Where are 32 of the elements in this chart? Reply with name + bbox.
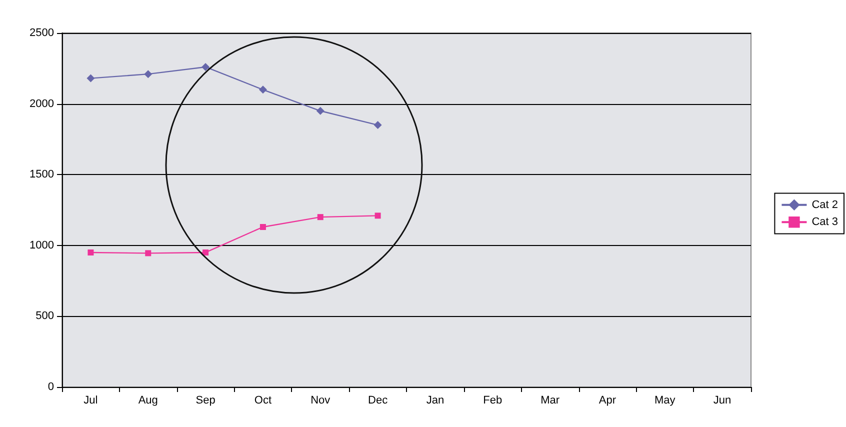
y-tick-label: 1000 <box>30 239 54 252</box>
y-tick-label: 2000 <box>30 98 54 110</box>
point <box>86 74 95 82</box>
point <box>88 249 94 256</box>
legend-label: Cat 3 <box>812 216 838 228</box>
point <box>144 70 152 78</box>
point <box>145 250 152 256</box>
x-tick-label: Oct <box>254 394 272 406</box>
x-tick-label: Apr <box>598 394 616 406</box>
x-tick-label: Jul <box>84 394 98 406</box>
y-tick-label: 1500 <box>30 168 54 181</box>
y-tick-label: 500 <box>36 310 54 322</box>
x-tick-label: May <box>654 394 676 406</box>
point <box>374 121 382 130</box>
point <box>317 214 324 220</box>
x-tick-label: Feb <box>483 394 502 406</box>
point <box>202 249 209 256</box>
legend-label: Cat 2 <box>812 198 838 211</box>
y-tick-label: 0 <box>48 381 54 393</box>
x-tick-label: Aug <box>138 394 158 406</box>
point <box>258 86 267 94</box>
point <box>316 106 324 115</box>
x-tick-label: Mar <box>540 394 560 406</box>
x-tick-label: Jan <box>426 394 444 406</box>
y-tick-label: 2500 <box>30 27 54 39</box>
x-tick-label: Sep <box>196 394 216 406</box>
point <box>260 224 266 230</box>
point <box>374 212 381 219</box>
x-tick-label: Jun <box>713 394 732 406</box>
x-tick-label: Dec <box>368 394 388 406</box>
point <box>202 62 210 71</box>
x-tick-label: Nov <box>310 394 331 406</box>
